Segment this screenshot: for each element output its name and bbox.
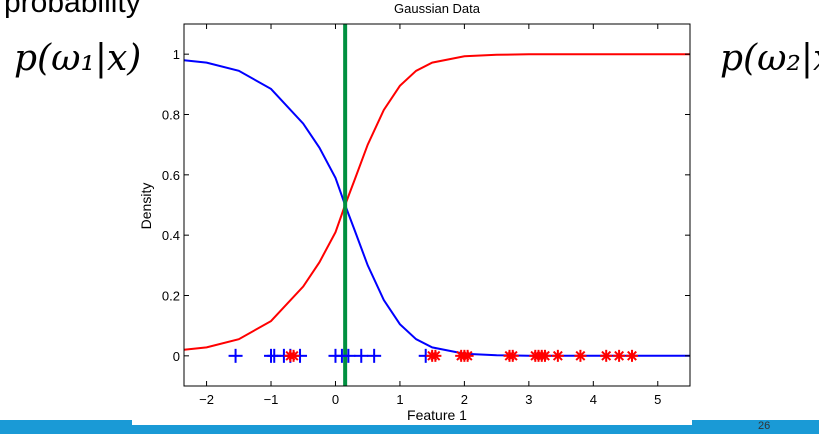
y-tick-label: 0.6 — [162, 168, 180, 183]
y-tick-label: 0.2 — [162, 289, 180, 304]
x-tick-label: 3 — [525, 392, 532, 407]
class2-sample-marker — [287, 349, 300, 362]
class1-sample-marker — [354, 348, 369, 363]
footer-divider — [132, 420, 692, 425]
class2-sample-marker — [574, 349, 587, 362]
posterior-class1-label: p(ω₁|x) — [14, 38, 142, 79]
class2-sample-marker — [538, 349, 551, 362]
class2-sample-marker — [625, 349, 638, 362]
y-tick-label: 0 — [173, 349, 180, 364]
page-number: 26 — [758, 420, 771, 432]
x-axis-label: Feature 1 — [407, 407, 467, 423]
class1-sample-marker — [228, 348, 243, 363]
y-tick-label: 0.8 — [162, 108, 180, 123]
y-axis-label: Density — [138, 183, 154, 230]
x-tick-label: 1 — [396, 392, 403, 407]
posterior-curve-2 — [184, 53, 690, 351]
class2-sample-marker — [506, 349, 519, 362]
y-tick-label: 1 — [173, 47, 180, 62]
class2-sample-marker — [429, 349, 442, 362]
x-tick-label: −1 — [264, 392, 279, 407]
class2-sample-marker — [600, 349, 613, 362]
x-tick-label: −2 — [199, 392, 214, 407]
class2-sample-marker — [613, 349, 626, 362]
posterior-class2-label: p(ω₂|x — [720, 38, 819, 79]
x-tick-label: 2 — [461, 392, 468, 407]
x-tick-label: 4 — [590, 392, 597, 407]
class1-sample-marker — [341, 348, 356, 363]
slide-title: probability — [4, 0, 141, 19]
class1-sample-marker — [367, 348, 382, 363]
x-tick-label: 0 — [332, 392, 339, 407]
plot-frame — [183, 23, 691, 387]
class2-sample-marker — [461, 349, 474, 362]
posterior-curve-1 — [184, 59, 690, 357]
class2-sample-marker — [551, 349, 564, 362]
chart-title: Gaussian Data — [394, 1, 481, 16]
x-tick-label: 5 — [654, 392, 661, 407]
y-tick-label: 0.4 — [162, 228, 180, 243]
